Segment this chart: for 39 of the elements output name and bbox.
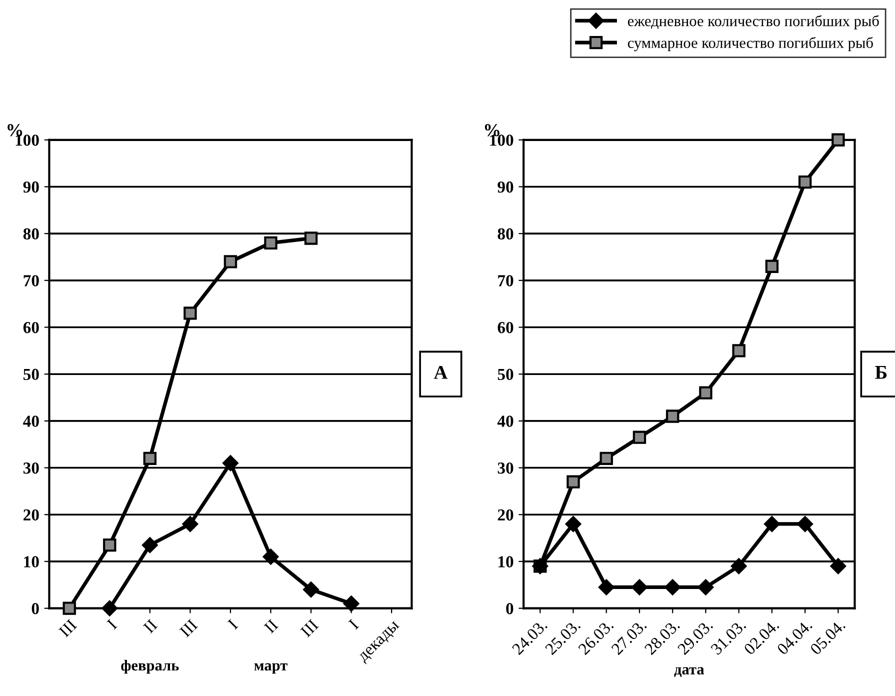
- text: февраль: [121, 660, 179, 674]
- y-tick-label: 20: [24, 509, 39, 521]
- legend-label: ежедневное количество погибших рыб: [628, 15, 879, 30]
- legend-label: суммарное количество погибших рыб: [628, 36, 873, 52]
- y-tick-label: 40: [23, 416, 39, 427]
- y-axis-title: %: [8, 124, 22, 136]
- y-tick-label: 100: [490, 134, 514, 146]
- x-tick-label: III: [179, 618, 198, 638]
- x-tick-label: II: [142, 618, 158, 634]
- y-tick-label: 50: [24, 368, 39, 380]
- y-tick-label: 20: [498, 509, 514, 521]
- x-axis-title: дата: [674, 667, 704, 677]
- y-tick-label: 30: [23, 462, 39, 474]
- y-tick-label: 90: [498, 181, 514, 193]
- y-tick-label: 60: [498, 322, 514, 334]
- y-tick-label: 40: [497, 416, 514, 427]
- text: А: [434, 366, 448, 379]
- x-tick-label: I: [106, 618, 118, 630]
- y-tick-label: 0: [32, 603, 39, 614]
- y-tick-label: 30: [498, 462, 514, 474]
- x-tick-label: I: [227, 618, 238, 630]
- text: март: [254, 663, 288, 674]
- y-tick-label: 100: [16, 134, 39, 146]
- y-tick-label: 70: [24, 275, 39, 286]
- y-tick-label: 80: [23, 228, 39, 240]
- y-tick-label: 60: [23, 322, 39, 334]
- y-axis-title: %: [484, 124, 500, 136]
- x-tick-label: III: [58, 618, 78, 638]
- x-tick-label: I: [348, 618, 360, 630]
- y-tick-label: 70: [498, 275, 514, 286]
- y-tick-label: 90: [23, 181, 39, 193]
- text: Б: [875, 366, 887, 379]
- y-tick-label: 80: [498, 228, 514, 240]
- x-tick-label: II: [264, 618, 278, 634]
- y-tick-label: 10: [24, 556, 39, 568]
- y-tick-label: 10: [498, 556, 514, 568]
- y-tick-label: 0: [506, 603, 514, 614]
- x-tick-label: III: [300, 618, 319, 638]
- y-tick-label: 50: [498, 368, 514, 380]
